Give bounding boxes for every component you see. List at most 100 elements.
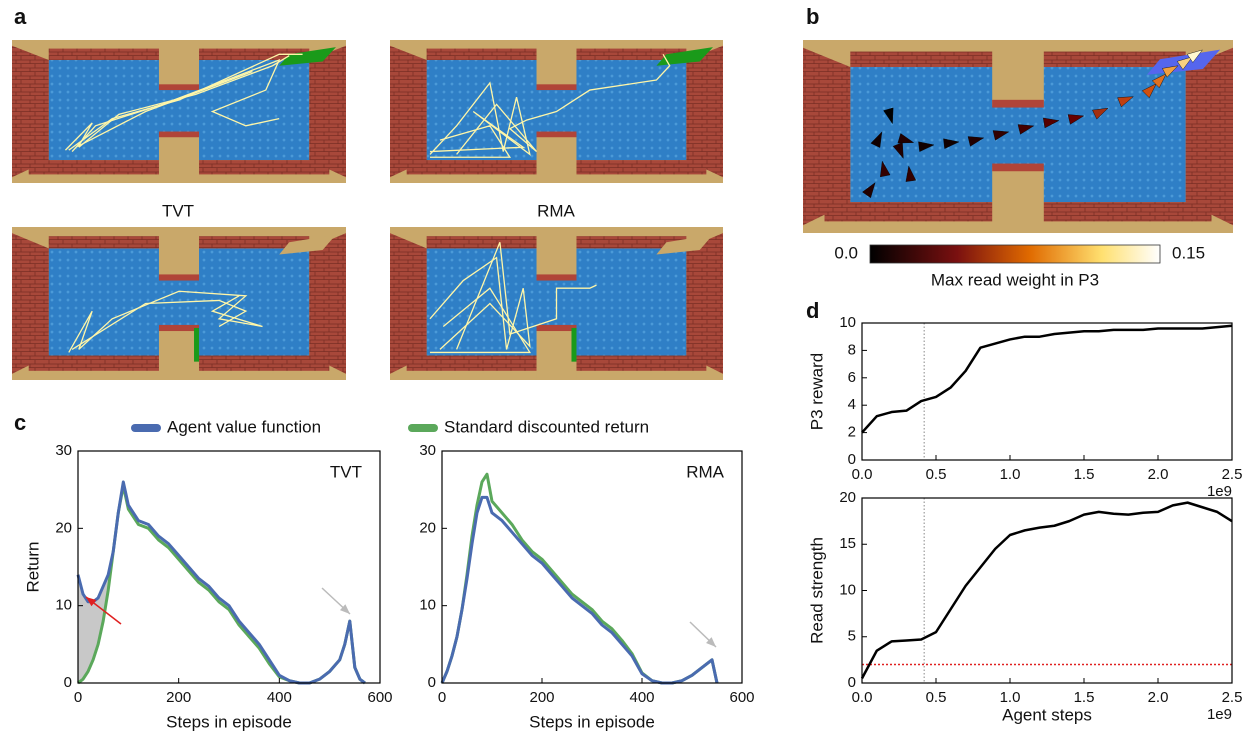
trajectory (429, 287, 532, 354)
read-arrow (992, 130, 1010, 141)
maze-wall (1185, 47, 1233, 226)
x-tick-label: 400 (267, 689, 292, 706)
read-arrow (870, 131, 883, 148)
x-tick-label: 600 (367, 689, 392, 706)
read-arrow (1162, 65, 1179, 78)
trajectory (64, 70, 253, 151)
maze-pillar (536, 40, 577, 89)
trajectory (429, 125, 512, 158)
pointer-arrowhead (339, 604, 350, 614)
maze-pillar (158, 227, 200, 280)
trajectory (71, 58, 281, 152)
colorbar (869, 244, 1161, 264)
panel-label: d (806, 298, 819, 323)
x-tick-label: 0.5 (926, 689, 947, 706)
maze-pillar-edge (158, 324, 200, 332)
maze-pillar (536, 227, 577, 280)
maze-pillar-edge (536, 324, 577, 332)
maze-pillar-edge (158, 131, 200, 138)
x-tick-label: 1.5 (1074, 466, 1095, 483)
maze-pillar-edge (992, 163, 1044, 172)
pointer-arrowhead (86, 597, 97, 607)
maze-goal (279, 47, 336, 66)
x-axis-label: Steps in episode (166, 712, 292, 731)
y-tick-label: 0 (64, 674, 72, 691)
read-arrow (1141, 83, 1157, 99)
x-tick-label: 200 (166, 689, 191, 706)
maze-pillar-edge (158, 274, 200, 281)
x-tick-label: 400 (629, 689, 654, 706)
y-tick-label: 0 (848, 451, 856, 468)
read-arrow (897, 133, 915, 144)
data-line (440, 472, 719, 685)
read-arrow (1043, 117, 1060, 129)
read-arrow (1186, 49, 1203, 63)
maze-images (12, 40, 1233, 380)
read-arrow (883, 107, 894, 125)
maze-wall (390, 233, 427, 374)
x-tick-label: 2.5 (1222, 689, 1243, 706)
read-arrow (880, 160, 891, 178)
y-tick-label: 0 (848, 674, 856, 691)
maze-goal (656, 47, 714, 66)
y-axis-label: Read strength (807, 537, 826, 644)
y-tick-label: 20 (419, 519, 436, 536)
maze-pillar (536, 327, 577, 380)
x-tick-label: 0.5 (926, 466, 947, 483)
y-tick-label: 20 (839, 489, 856, 506)
y-tick-label: 4 (848, 396, 856, 413)
trajectory (429, 256, 531, 350)
read-arrow (905, 165, 917, 182)
maze-wall (686, 233, 723, 374)
maze-pillar-edge (158, 84, 200, 91)
y-tick-label: 10 (839, 581, 856, 598)
x-tick-label: 0.0 (852, 689, 873, 706)
y-tick-label: 10 (55, 597, 72, 614)
y-tick-label: 20 (55, 519, 72, 536)
colorbar-tick-label: 0.0 (834, 243, 858, 262)
y-tick-label: 10 (839, 314, 856, 331)
x-tick-label: 1.0 (1000, 689, 1021, 706)
maze-pillar-edge (536, 84, 577, 91)
y-axis-label: P3 reward (807, 353, 826, 430)
plot-frame (861, 322, 1233, 461)
trajectory (78, 55, 290, 148)
y-tick-label: 0 (428, 674, 436, 691)
trajectory (71, 299, 248, 350)
x-tick-label: 1.5 (1074, 689, 1095, 706)
maze-label: RMA (537, 201, 575, 220)
panel-label: a (14, 4, 27, 29)
maze-wall (390, 45, 427, 178)
read-arrow (1176, 56, 1193, 70)
trajectory (68, 53, 303, 151)
maze-wall (309, 45, 346, 178)
trajectory (455, 242, 597, 350)
y-tick-label: 6 (848, 369, 856, 386)
maze-goal (656, 234, 714, 255)
y-tick-label: 10 (419, 597, 436, 614)
read-arrow (1092, 107, 1109, 120)
y-axis-label: Return (23, 541, 42, 592)
data-line (860, 501, 1233, 679)
read-arrow (1017, 124, 1035, 135)
x-tick-label: 600 (729, 689, 754, 706)
maze-pillar (992, 167, 1044, 233)
plot-frame (441, 450, 743, 684)
data-line (861, 324, 1233, 434)
y-tick-label: 8 (848, 341, 856, 358)
read-arrow (1067, 114, 1085, 125)
maze-door (571, 327, 577, 362)
trajectory (456, 53, 671, 155)
maze-wall (686, 45, 723, 178)
data-line (77, 484, 366, 685)
x-axis-label: Agent steps (1002, 705, 1092, 724)
maze-wall (12, 233, 49, 374)
legend-label: Agent value function (167, 417, 321, 436)
x-tick-label: 2.5 (1222, 466, 1243, 483)
colorbar-tick-label: 0.15 (1172, 243, 1205, 262)
x-tick-label: 0 (74, 689, 82, 706)
read-arrow (1117, 96, 1134, 108)
